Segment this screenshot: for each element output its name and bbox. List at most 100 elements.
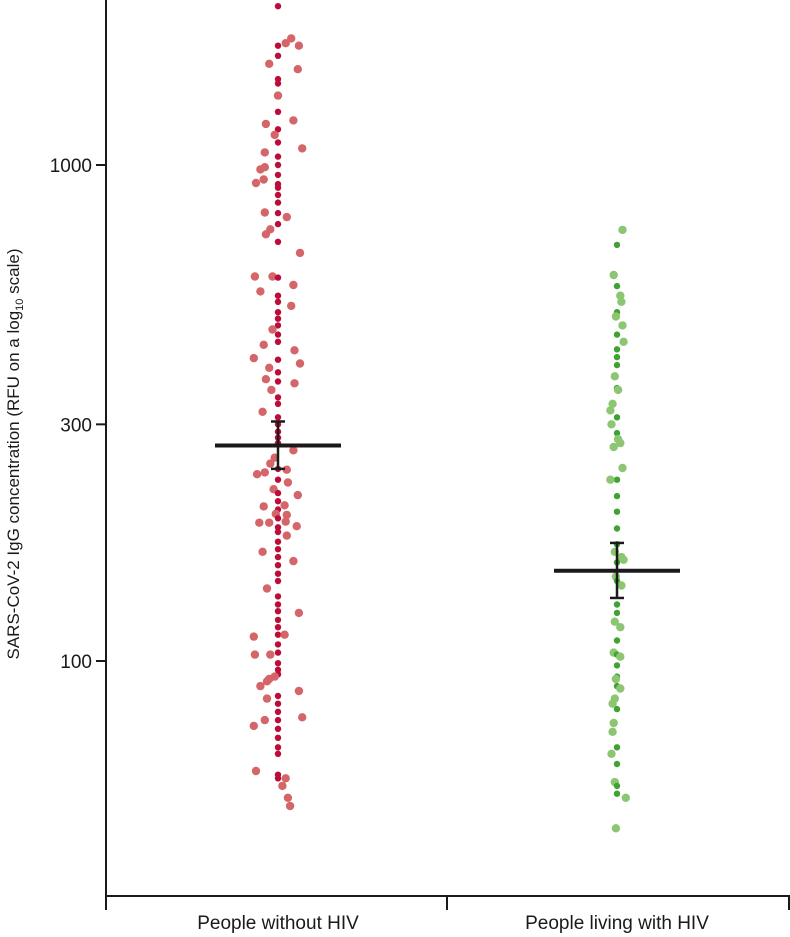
data-point xyxy=(295,248,305,258)
data-point xyxy=(274,624,282,631)
data-point xyxy=(266,650,275,659)
series-points xyxy=(606,225,630,833)
data-point xyxy=(613,782,621,790)
data-point xyxy=(294,608,304,618)
data-point xyxy=(619,337,628,346)
data-point xyxy=(613,662,621,669)
data-point xyxy=(289,116,298,125)
data-point xyxy=(613,414,621,421)
data-point xyxy=(281,39,290,48)
data-point xyxy=(274,209,282,217)
data-point xyxy=(260,148,269,157)
data-point xyxy=(613,492,621,500)
data-point xyxy=(274,616,282,624)
data-point xyxy=(617,297,626,306)
data-point xyxy=(259,175,268,184)
data-point xyxy=(613,361,621,369)
data-point xyxy=(274,338,282,345)
data-point xyxy=(265,59,274,68)
data-point xyxy=(611,824,621,833)
data-point xyxy=(260,715,269,725)
data-point xyxy=(613,476,621,483)
data-point xyxy=(613,609,621,617)
data-point xyxy=(616,652,625,661)
x-axis: People without HIV People living with HIV xyxy=(105,895,790,934)
data-point xyxy=(259,502,268,511)
data-point xyxy=(274,570,282,577)
data-point xyxy=(618,321,627,330)
data-point xyxy=(252,470,262,479)
y-tick-label: 300 xyxy=(60,415,92,436)
x-ticks: People without HIV People living with HIV xyxy=(105,896,790,934)
data-point xyxy=(274,649,282,656)
data-point xyxy=(294,686,304,696)
data-point xyxy=(274,315,282,322)
data-point xyxy=(289,446,298,455)
data-point xyxy=(250,650,260,659)
data-point xyxy=(251,766,261,776)
mean-and-ci xyxy=(215,420,341,471)
data-point xyxy=(274,734,282,741)
data-point xyxy=(274,80,282,87)
data-point xyxy=(260,468,269,477)
data-point xyxy=(274,666,282,673)
data-point xyxy=(274,546,282,553)
data-point xyxy=(293,65,302,74)
data-point xyxy=(289,556,298,566)
data-point xyxy=(274,708,282,715)
data-point xyxy=(274,414,282,421)
mean-and-ci xyxy=(554,541,680,600)
data-point xyxy=(613,353,621,361)
data-point xyxy=(295,359,305,368)
data-point xyxy=(274,744,282,751)
data-point xyxy=(280,630,289,639)
data-point xyxy=(274,716,282,724)
data-point xyxy=(260,163,269,172)
series-points xyxy=(249,2,307,811)
data-point xyxy=(274,331,282,338)
data-point xyxy=(290,379,299,388)
data-point xyxy=(282,531,291,540)
data-point xyxy=(613,241,621,249)
data-point xyxy=(249,721,258,731)
data-point xyxy=(274,126,282,133)
data-point xyxy=(274,322,282,329)
data-point xyxy=(289,280,298,290)
data-point xyxy=(265,363,274,372)
data-point xyxy=(274,577,282,585)
data-point xyxy=(616,623,625,632)
data-point xyxy=(274,528,282,536)
data-point xyxy=(608,399,617,408)
data-point xyxy=(274,692,282,700)
data-point xyxy=(256,681,265,691)
data-point xyxy=(298,713,307,722)
data-point xyxy=(274,75,282,83)
data-point xyxy=(274,220,282,228)
data-point xyxy=(274,700,282,707)
data-point xyxy=(274,394,282,401)
data-point xyxy=(249,353,258,363)
data-point xyxy=(292,522,301,531)
data-point xyxy=(274,750,282,757)
data-point xyxy=(274,725,282,732)
data-point xyxy=(274,660,282,667)
data-point xyxy=(262,584,272,593)
data-point xyxy=(274,191,282,199)
data-point xyxy=(613,601,621,608)
data-point xyxy=(619,555,628,564)
data-point xyxy=(281,774,290,783)
data-point xyxy=(255,518,264,527)
y-tick-label: 1000 xyxy=(50,156,92,177)
data-point xyxy=(268,272,277,281)
data-point xyxy=(618,463,627,473)
data-point xyxy=(274,631,282,638)
data-point xyxy=(606,475,615,484)
data-point xyxy=(282,212,291,222)
data-point xyxy=(282,465,291,474)
data-point xyxy=(273,91,283,100)
data-point xyxy=(274,524,282,531)
data-point xyxy=(274,2,282,10)
x-category-label: People living with HIV xyxy=(525,913,709,934)
data-point xyxy=(274,562,282,569)
